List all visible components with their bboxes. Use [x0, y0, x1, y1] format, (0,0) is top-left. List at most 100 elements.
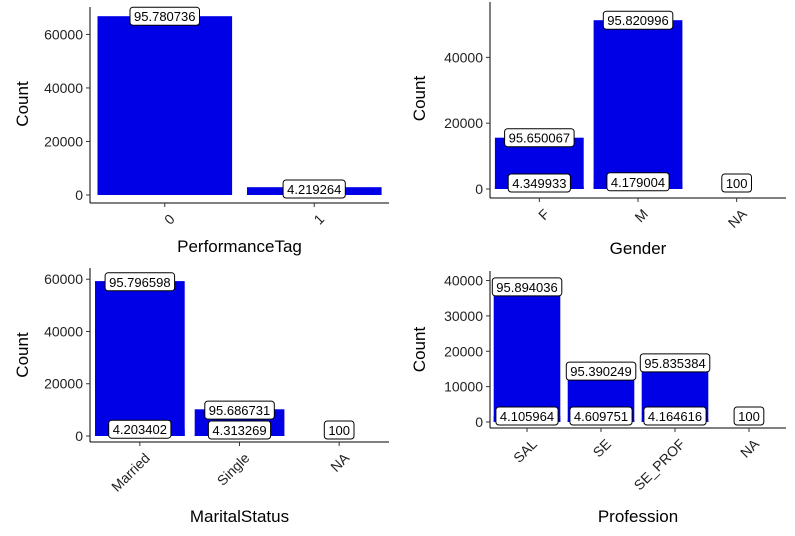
data-label-box [504, 128, 575, 148]
data-label: 4.313269 [207, 420, 272, 440]
data-label-box [602, 10, 674, 30]
chart-panel-maritalstatus: 0 20000 40000 60000 Married Single NA MaritalSt… [13, 268, 389, 526]
data-label-box [104, 272, 176, 292]
y-tick-label: 20000 [44, 133, 83, 149]
x-tick-label: F [535, 206, 552, 223]
data-label: 4.105964 [495, 406, 559, 426]
data-label-text: 4.164616 [648, 409, 702, 424]
x-tick-label: 1 [310, 211, 327, 228]
data-label: 4.609751 [569, 406, 633, 426]
y-axis-title: Count [410, 76, 429, 122]
y-tick-label: 60000 [44, 26, 83, 42]
y-axis-title: Count [13, 332, 32, 378]
data-label-text: 100 [328, 423, 350, 438]
y-tick-label: 40000 [444, 273, 483, 289]
chart-panel-profession: 0 10000 20000 30000 40000 SAL SE SE_PROF NA Profe… [410, 271, 786, 526]
y-tick-label: 30000 [444, 308, 483, 324]
data-label-text: 95.835384 [644, 356, 705, 371]
data-label-box [721, 173, 752, 193]
data-label-text: 4.179004 [611, 175, 665, 190]
data-label-box [207, 420, 272, 440]
data-label: 95.835384 [639, 353, 711, 373]
data-label-box [323, 420, 355, 440]
data-label: 4.164616 [643, 406, 707, 426]
data-label: 95.796598 [104, 272, 176, 292]
y-tick-label: 40000 [444, 49, 483, 65]
data-label-text: 95.390249 [570, 364, 631, 379]
y-tick-label: 40000 [44, 323, 83, 339]
data-label-text: 100 [738, 409, 760, 424]
data-label: 95.390249 [565, 361, 637, 381]
data-label-text: 95.796598 [109, 275, 170, 290]
data-label: 4.203402 [108, 419, 172, 439]
x-tick-label: SE_PROF [631, 436, 689, 494]
data-label-box [507, 173, 571, 193]
x-axis-title: Profession [598, 507, 678, 526]
data-label: 95.894036 [491, 277, 563, 297]
data-label-box [204, 400, 275, 420]
data-label: 95.820996 [602, 10, 674, 30]
x-tick-label: SE [590, 436, 615, 461]
y-axis-title: Count [410, 327, 429, 373]
x-tick-label: NA [725, 205, 751, 231]
data-label-text: 4.313269 [212, 423, 266, 438]
data-label-box [282, 179, 346, 199]
x-tick-label: NA [327, 449, 353, 475]
data-label-text: 4.219264 [287, 182, 341, 197]
x-tick-label: NA [737, 435, 763, 461]
data-label-text: 4.203402 [113, 422, 167, 437]
y-tick-label: 20000 [444, 343, 483, 359]
data-label-text: 100 [726, 176, 748, 191]
data-label-box [129, 6, 200, 26]
chart-panel-gender: 0 20000 40000 F M NA Gender Count 95.650067 4.349… [410, 2, 786, 258]
y-tick-label: 0 [475, 181, 483, 197]
y-tick-label: 0 [75, 428, 83, 444]
bar-married-s0 [95, 281, 185, 436]
data-label: 95.650067 [504, 128, 575, 148]
data-label-text: 95.686731 [209, 403, 270, 418]
data-label-text: 4.349933 [512, 176, 566, 191]
y-tick-label: 0 [475, 414, 483, 430]
y-tick-label: 0 [75, 187, 83, 203]
x-tick-label: Single [214, 450, 253, 489]
data-label-box [643, 406, 707, 426]
bar-m-s0 [593, 20, 683, 190]
y-tick-label: 10000 [444, 379, 483, 395]
data-label-box [565, 361, 637, 381]
data-label-text: 95.780736 [134, 9, 195, 24]
bar-sal-s0 [493, 286, 561, 422]
data-label: 100 [733, 406, 765, 426]
y-tick-label: 20000 [44, 376, 83, 392]
data-label-text: 4.609751 [574, 409, 628, 424]
data-label: 4.179004 [606, 172, 670, 192]
data-label-text: 4.105964 [500, 409, 554, 424]
x-axis-title: MaritalStatus [190, 507, 289, 526]
data-label-box [495, 406, 559, 426]
x-axis-title: Gender [610, 239, 667, 258]
data-label: 95.686731 [204, 400, 275, 420]
data-label-text: 95.650067 [509, 131, 570, 146]
x-tick-label: 0 [161, 211, 178, 228]
data-label-box [606, 172, 670, 192]
y-axis-title: Count [13, 81, 32, 127]
data-label-box [733, 406, 765, 426]
bar-0-s0 [97, 16, 233, 196]
y-tick-label: 60000 [44, 271, 83, 287]
data-label: 4.349933 [507, 173, 571, 193]
data-label: 95.780736 [129, 6, 200, 26]
data-label-text: 95.894036 [496, 280, 557, 295]
x-tick-label: SAL [510, 436, 540, 466]
data-label-box [639, 353, 711, 373]
data-label: 100 [323, 420, 355, 440]
x-tick-label: Married [108, 450, 153, 495]
data-label-box [491, 277, 563, 297]
x-tick-label: M [631, 206, 651, 226]
y-tick-label: 40000 [44, 80, 83, 96]
data-label: 4.219264 [282, 179, 346, 199]
y-tick-label: 20000 [444, 115, 483, 131]
data-label: 100 [721, 173, 752, 193]
data-label-box [108, 419, 172, 439]
data-label-text: 95.820996 [607, 13, 668, 28]
chart-panel-performancetag: 0 20000 40000 60000 0 1 PerformanceTag Count 95.… [13, 6, 389, 256]
